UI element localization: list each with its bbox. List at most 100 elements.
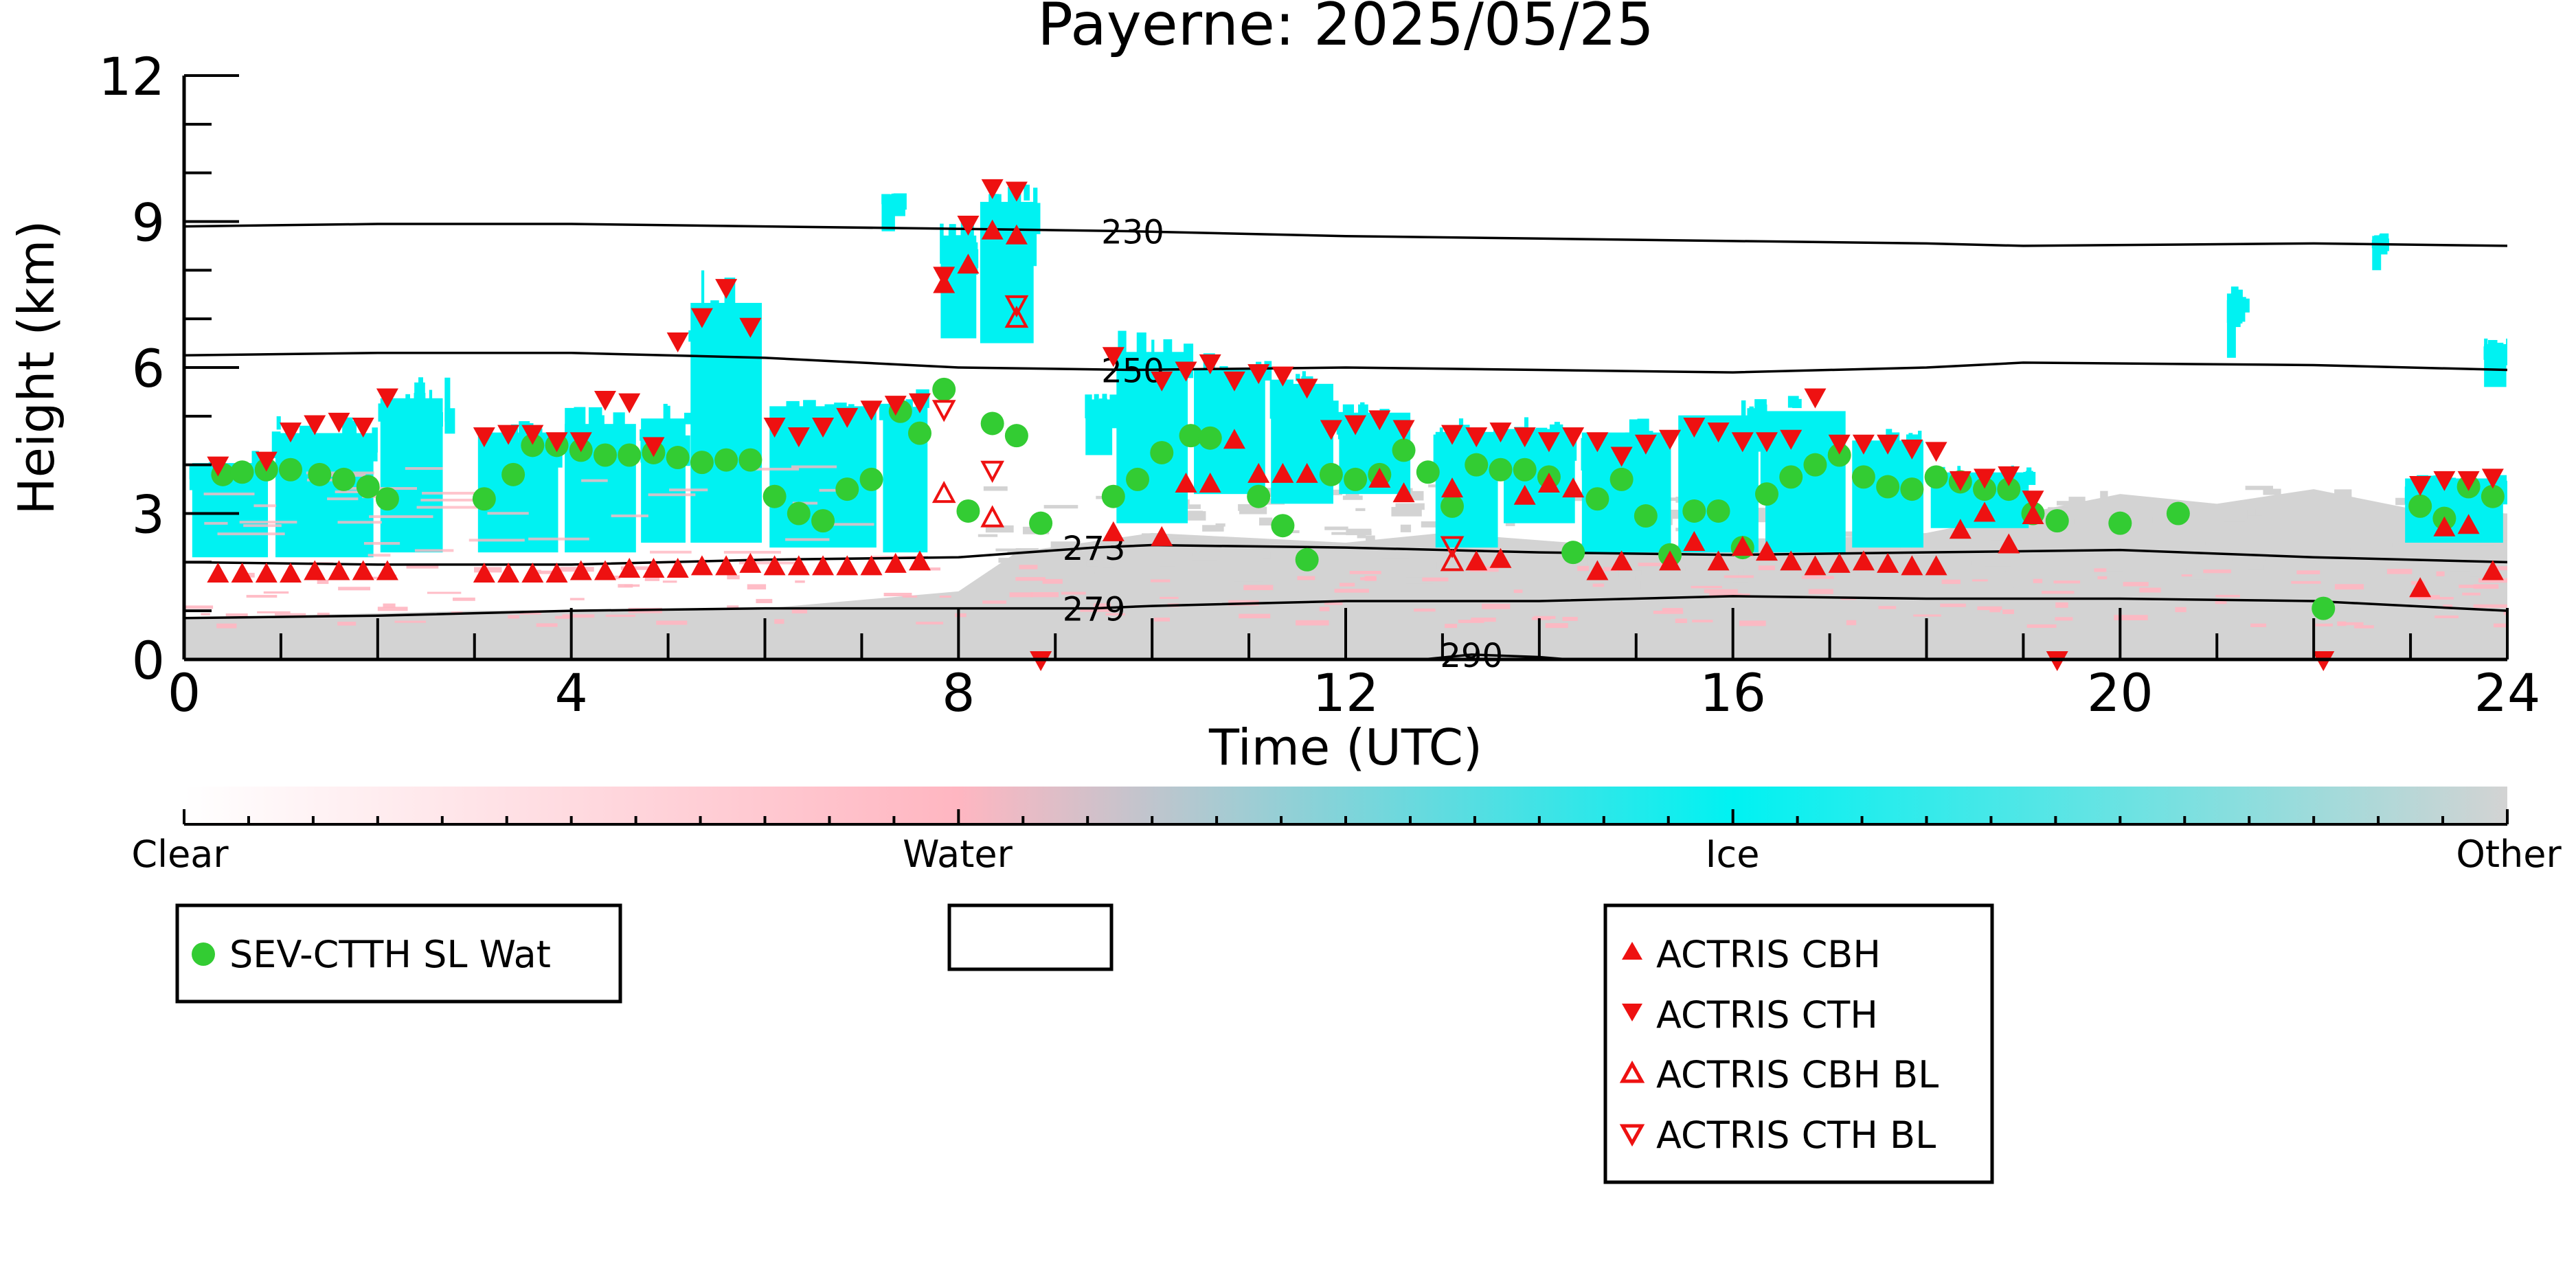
actris-cbh-point	[1852, 550, 1875, 571]
ice-phase-streak	[1969, 473, 1976, 489]
other-phase-speck	[1559, 572, 1581, 578]
actris-cbh-point	[715, 555, 738, 576]
water-phase-speck	[246, 595, 278, 598]
chart-title: Payerne: 2025/05/25	[1037, 0, 1654, 59]
ice-phase-streak	[988, 194, 999, 227]
legend-cth-bl-label: ACTRIS CTH BL	[1656, 1114, 1936, 1157]
sev-ctth-sl-wat-point	[230, 460, 254, 484]
other-phase-speck	[2241, 509, 2263, 516]
water-phase-streak	[204, 521, 228, 525]
legend-cth-marker	[1622, 1004, 1642, 1021]
x-axis-label: Time (UTC)	[1208, 719, 1482, 776]
y-tick-label: 12	[98, 46, 165, 107]
other-phase-speck	[2336, 547, 2351, 553]
actris-cth-bl-point	[1004, 295, 1029, 318]
water-phase-streak	[650, 550, 692, 554]
water-phase-speck	[1015, 577, 1046, 581]
actris-cbh-point	[1247, 462, 1270, 483]
other-phase-speck	[2430, 581, 2447, 587]
water-phase-streak	[819, 488, 846, 492]
actris-cbh-point	[1513, 484, 1536, 505]
other-phase-speck	[2277, 578, 2285, 588]
actris-cbh-point	[1707, 550, 1730, 571]
actris-cth-point	[1272, 366, 1294, 387]
ice-phase-streak	[1004, 214, 1013, 249]
legend-sev-label: SEV-CTTH SL Wat	[229, 933, 551, 976]
actris-cth-point	[1659, 429, 1682, 450]
other-phase-speck	[1159, 563, 1175, 567]
actris-cbh-point	[1925, 555, 1947, 576]
sev-ctth-sl-wat-point	[1101, 484, 1125, 508]
water-phase-speck	[2488, 566, 2507, 571]
sev-ctth-sl-wat-point	[1295, 547, 1319, 572]
actris-cth-point	[1223, 371, 1245, 392]
sev-ctth-sl-wat-point	[956, 499, 980, 523]
ice-phase-streak	[595, 425, 600, 456]
actris-cth-point	[255, 451, 278, 472]
actris-cth-point	[1731, 432, 1754, 453]
water-phase-speck	[1080, 607, 1111, 612]
other-phase-speck	[1346, 528, 1372, 536]
water-phase-speck	[610, 575, 620, 580]
water-phase-speck	[1360, 577, 1377, 580]
other-phase-speck	[1394, 564, 1425, 569]
y-tick-label: 9	[132, 192, 165, 253]
water-phase-speck	[1319, 607, 1330, 611]
actris-cbh-point	[328, 560, 350, 580]
other-phase-speck	[2187, 568, 2199, 572]
water-phase-streak	[327, 497, 359, 501]
water-phase-streak	[751, 467, 800, 471]
other-phase-speck	[1395, 503, 1425, 510]
water-phase-speck	[727, 575, 740, 580]
other-phase-speck	[2475, 545, 2502, 555]
actris-cbh-point	[280, 563, 302, 583]
sev-ctth-sl-wat-point	[835, 477, 859, 501]
actris-cbh-point	[1586, 560, 1609, 580]
sev-ctth-sl-wat-point	[1851, 465, 1875, 489]
other-phase-speck	[1342, 495, 1363, 500]
contour-line-279	[184, 595, 2507, 620]
other-phase-speck	[1324, 526, 1348, 530]
water-phase-speck	[1638, 563, 1669, 567]
legend-cbh-bl-marker	[1619, 1060, 1645, 1083]
water-phase-speck	[1577, 565, 1590, 572]
other-phase-speck	[1978, 580, 1987, 585]
other-phase-speck	[1400, 524, 1412, 532]
water-phase-speck	[1334, 589, 1369, 593]
sev-ctth-sl-wat-point	[859, 467, 883, 491]
actris-cbh-point	[957, 253, 980, 274]
water-phase-streak	[738, 561, 798, 565]
actris-cth-point	[2433, 471, 2456, 491]
sev-ctth-sl-wat-point	[787, 501, 811, 526]
other-phase-speck	[1483, 578, 1492, 587]
sev-ctth-sl-wat-point	[666, 446, 690, 470]
other-phase-speck	[2095, 571, 2124, 580]
ice-phase-streak	[201, 475, 205, 498]
other-phase-speck	[2450, 571, 2470, 580]
ice-phase-streak	[1231, 381, 1243, 423]
contour-label-230: 230	[1101, 214, 1164, 252]
water-phase-speck	[1808, 589, 1833, 594]
water-phase-speck	[519, 612, 541, 615]
ice-phase-streak	[1441, 440, 1446, 453]
other-phase-speck	[1733, 576, 1748, 583]
ice-phase-streak	[1298, 389, 1307, 429]
actris-cth-point	[1707, 422, 1730, 443]
water-phase-speck	[1653, 610, 1684, 614]
actris-cth-point	[1925, 442, 1947, 462]
actris-cth-point	[1683, 418, 1706, 438]
actris-cbh-point	[352, 560, 374, 580]
contour-label-290: 290	[1440, 637, 1503, 675]
actris-cbh-point	[497, 563, 520, 583]
sev-ctth-sl-wat-point	[762, 484, 787, 508]
sev-ctth-sl-wat-point	[1634, 504, 1658, 528]
ice-phase-streak	[1831, 411, 1835, 438]
actris-cbh-point	[739, 552, 762, 573]
other-phase-speck	[1971, 560, 2006, 566]
other-phase-speck	[1945, 567, 1978, 574]
ice-phase-streak	[276, 416, 281, 430]
water-phase-speck	[406, 564, 439, 569]
actris-cth-point	[1877, 434, 1899, 455]
sev-ctth-sl-wat-point	[690, 451, 714, 475]
